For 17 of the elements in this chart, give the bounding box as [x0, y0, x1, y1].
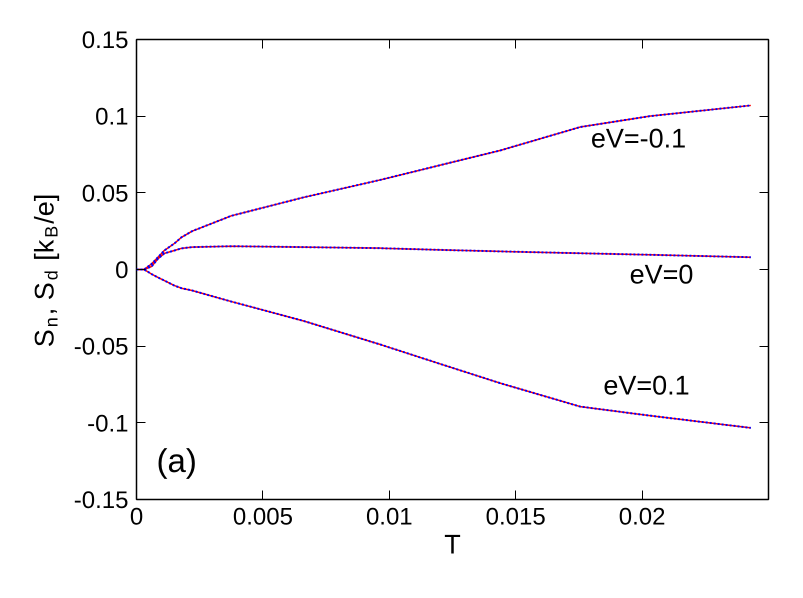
y-tick-label: 0.05 [82, 180, 129, 208]
annotation: eV=0.1 [603, 370, 690, 400]
y-tick-label: 0.1 [95, 104, 129, 131]
annotation: eV=-0.1 [590, 124, 686, 154]
x-tick-label: 0.02 [618, 504, 666, 530]
y-tick-label: -0.05 [74, 334, 128, 361]
y-tick-label: -0.15 [74, 487, 128, 514]
x-tick-label: 0.015 [486, 504, 546, 530]
annotation: eV=0 [630, 260, 694, 290]
y-tick-label: -0.1 [87, 410, 129, 438]
x-tick-label: 0.01 [366, 504, 413, 530]
annotation: (a) [156, 442, 197, 479]
x-tick-label: 0.005 [232, 504, 293, 530]
y-tick-label: 0.15 [82, 27, 129, 54]
x-axis-title: T [444, 530, 461, 560]
y-tick-label: 0 [115, 257, 129, 284]
y-axis-title: Sn, Sd [kB/e] [30, 194, 62, 348]
